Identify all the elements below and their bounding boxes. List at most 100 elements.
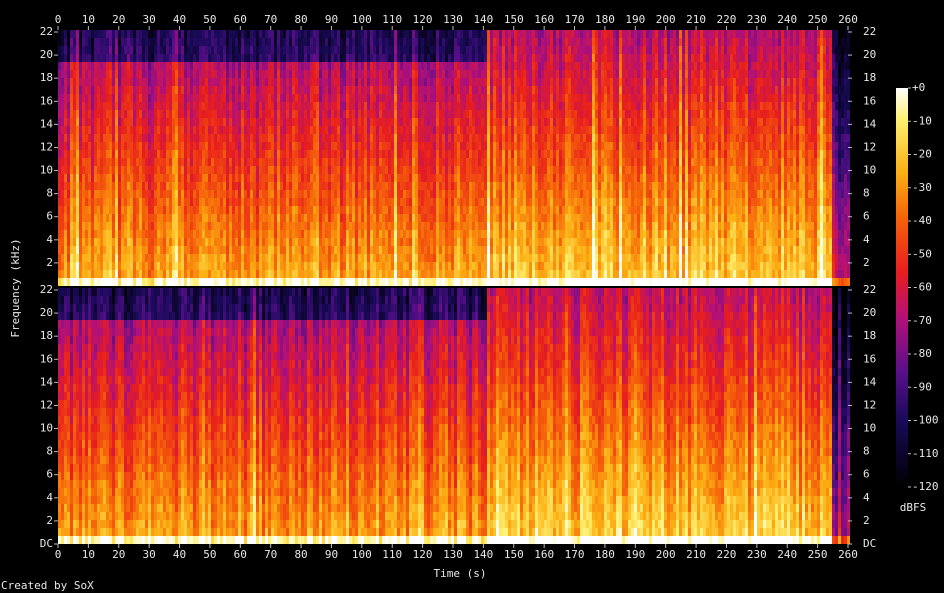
spectrogram-cell <box>115 102 118 110</box>
spectrogram-cell <box>424 30 427 38</box>
spectrogram-cell <box>352 54 355 62</box>
spectrogram-cell <box>463 214 466 222</box>
spectrogram-cell <box>175 134 178 142</box>
spectrogram-cell <box>337 94 340 102</box>
spectrogram-cell <box>103 38 106 46</box>
spectrogram-cell <box>85 62 88 70</box>
spectrogram-cell <box>379 150 382 158</box>
spectrogram-cell <box>391 62 394 70</box>
spectrogram-cell <box>217 110 220 118</box>
spectrogram-cell <box>514 30 517 38</box>
spectrogram-cell <box>514 270 517 278</box>
spectrogram-cell <box>184 134 187 142</box>
spectrogram-cell <box>352 230 355 238</box>
spectrogram-cell <box>157 166 160 174</box>
spectrogram-cell <box>154 238 157 246</box>
spectrogram-cell <box>484 30 487 38</box>
spectrogram-cell <box>196 182 199 190</box>
spectrogram-cell <box>469 222 472 230</box>
spectrogram-cell <box>256 150 259 158</box>
spectrogram-cell <box>253 150 256 158</box>
spectrogram-cell <box>397 158 400 166</box>
spectrogram-cell <box>136 190 139 198</box>
spectrogram-cell <box>439 102 442 110</box>
spectrogram-cell <box>136 54 139 62</box>
spectrogram-cell <box>73 254 76 262</box>
spectrogram-cell <box>196 198 199 206</box>
spectrogram-cell <box>445 174 448 182</box>
spectrogram-cell <box>73 150 76 158</box>
spectrogram-cell <box>118 206 121 214</box>
spectrogram-cell <box>331 78 334 86</box>
spectrogram-cell <box>106 182 109 190</box>
spectrogram-cell <box>430 86 433 94</box>
spectrogram-cell <box>115 246 118 254</box>
spectrogram-cell <box>220 222 223 230</box>
spectrogram-cell <box>445 198 448 206</box>
spectrogram-cell <box>370 222 373 230</box>
spectrogram-cell <box>472 166 475 174</box>
spectrogram-cell <box>505 86 508 94</box>
spectrogram-cell <box>73 118 76 126</box>
spectrogram-cell <box>514 102 517 110</box>
spectrogram-cell <box>322 54 325 62</box>
spectrogram-cell <box>460 158 463 166</box>
spectrogram-cell <box>448 238 451 246</box>
spectrogram-cell <box>253 110 256 118</box>
spectrogram-cell <box>349 214 352 222</box>
spectrogram-cell <box>337 270 340 278</box>
spectrogram-cell <box>244 54 247 62</box>
spectrogram-cell <box>232 230 235 238</box>
spectrogram-cell <box>127 86 130 94</box>
spectrogram-cell <box>280 174 283 182</box>
spectrogram-cell <box>139 190 142 198</box>
spectrogram-cell <box>208 158 211 166</box>
spectrogram-cell <box>322 134 325 142</box>
spectrogram-cell <box>295 270 298 278</box>
spectrogram-cell <box>181 246 184 254</box>
spectrogram-cell <box>289 254 292 262</box>
spectrogram-cell <box>478 54 481 62</box>
spectrogram-cell <box>217 70 220 78</box>
spectrogram-cell <box>367 126 370 134</box>
spectrogram-cell <box>130 30 133 38</box>
spectrogram-cell <box>442 238 445 246</box>
spectrogram-cell <box>169 238 172 246</box>
spectrogram-cell <box>124 78 127 86</box>
spectrogram-cell <box>286 238 289 246</box>
spectrogram-cell <box>118 214 121 222</box>
spectrogram-cell <box>511 30 514 38</box>
spectrogram-cell <box>403 70 406 78</box>
spectrogram-cell <box>310 142 313 150</box>
spectrogram-cell <box>250 270 253 278</box>
spectrogram-cell <box>280 182 283 190</box>
spectrogram-cell <box>319 214 322 222</box>
spectrogram-cell <box>274 262 277 270</box>
spectrogram-cell <box>190 158 193 166</box>
spectrogram-cell <box>514 110 517 118</box>
spectrogram-cell <box>484 262 487 270</box>
spectrogram-cell <box>244 110 247 118</box>
spectrogram-cell <box>418 182 421 190</box>
spectrogram-cell <box>67 198 70 206</box>
spectrogram-cell <box>340 190 343 198</box>
spectrogram-cell <box>61 134 64 142</box>
spectrogram-cell <box>403 198 406 206</box>
spectrogram-cell <box>61 94 64 102</box>
spectrogram-cell <box>322 86 325 94</box>
spectrogram-cell <box>121 214 124 222</box>
spectrogram-cell <box>358 134 361 142</box>
spectrogram-cell <box>358 126 361 134</box>
spectrogram-cell <box>211 70 214 78</box>
spectrogram-cell <box>232 158 235 166</box>
spectrogram-cell <box>370 142 373 150</box>
spectrogram-cell <box>352 238 355 246</box>
spectrogram-cell <box>289 30 292 38</box>
spectrogram-cell <box>109 62 112 70</box>
spectrogram-cell <box>235 78 238 86</box>
spectrogram-cell <box>73 246 76 254</box>
spectrogram-cell <box>454 158 457 166</box>
spectrogram-cell <box>82 30 85 38</box>
spectrogram-cell <box>379 278 382 286</box>
spectrogram-cell <box>76 134 79 142</box>
